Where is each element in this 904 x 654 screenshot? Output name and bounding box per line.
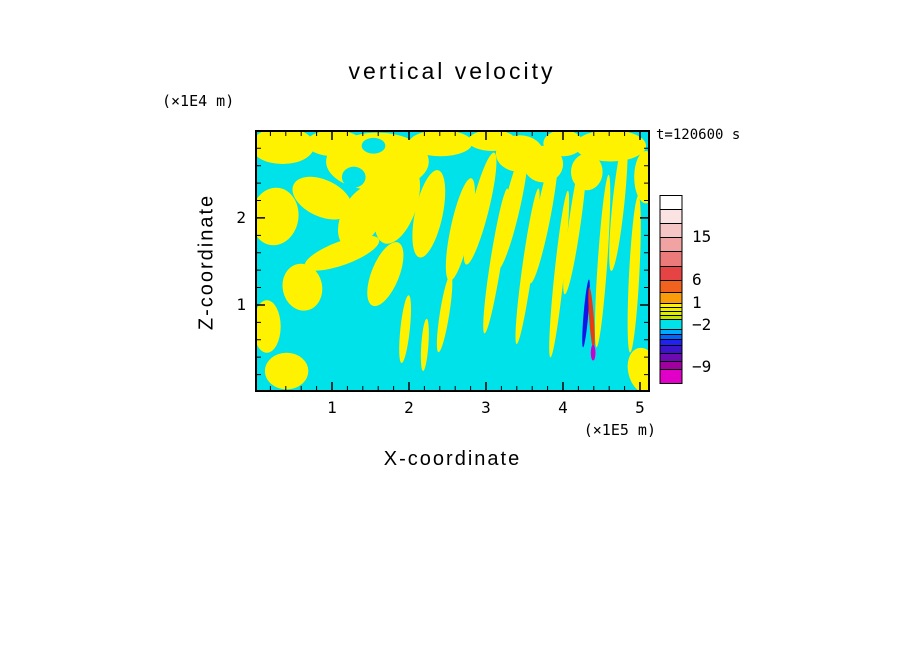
colorbar-segment (659, 266, 683, 281)
field-positive-shape (337, 184, 386, 248)
field-positive-shape (571, 153, 603, 191)
field-positive-shape (574, 130, 647, 162)
field-positive-shape (412, 170, 446, 258)
colorbar-segment (659, 311, 683, 316)
field-positive-shape (523, 145, 564, 183)
colorbar (659, 195, 683, 384)
colorbar-tick-label: −9 (692, 357, 712, 377)
field-positive-shape (634, 150, 650, 204)
field-anomaly-shape (361, 137, 386, 154)
colorbar-segment (659, 353, 683, 362)
colorbar-segment (659, 369, 683, 384)
field-shapes (255, 130, 650, 392)
field-positive-shape (282, 263, 323, 311)
colorbar-segment (659, 237, 683, 252)
major-ticks (256, 131, 649, 391)
field-positive-shape (292, 176, 352, 220)
colorbar-segment (659, 209, 683, 224)
colorbar-segment (659, 361, 683, 370)
x-tick-label: 1 (327, 398, 337, 417)
colorbar-segment (659, 345, 683, 354)
field-positive-shape (515, 188, 540, 345)
field-positive-shape (255, 300, 281, 353)
x-axis-title: X-coordinate (383, 448, 522, 470)
chart-title: vertical velocity (348, 58, 556, 84)
field-positive-shape (445, 178, 475, 281)
field-anomaly-shape (590, 344, 596, 361)
field-anomaly-shape (341, 166, 366, 188)
z-axis-title: Z-coordinate (195, 193, 218, 331)
colorbar-tick-label: −2 (692, 314, 712, 334)
z-tick-label: 1 (236, 294, 246, 314)
field-positive-shape (627, 195, 641, 353)
field-positive-shape (367, 242, 404, 307)
z-tick-label: 2 (236, 207, 246, 227)
contour-field-plot (255, 130, 650, 392)
colorbar-segment (659, 315, 683, 320)
colorbar-segment (659, 339, 683, 346)
field-positive-shape (255, 130, 315, 165)
time-annotation: t=120600 s (656, 127, 741, 143)
field-positive-shape (528, 149, 559, 284)
colorbar-segment (659, 251, 683, 267)
field-positive-shape (594, 174, 611, 348)
field-positive-shape (420, 318, 429, 371)
colorbar-segment (659, 303, 683, 308)
colorbar-tick-label: 1 (692, 292, 702, 312)
field-positive-shape (264, 352, 309, 390)
plot-frame (255, 130, 650, 392)
field-positive-shape (495, 147, 528, 270)
field-anomaly-shape (588, 287, 595, 351)
colorbar-segment (659, 280, 683, 293)
field-positive-shape (609, 135, 628, 272)
field-positive-shape (374, 163, 421, 244)
field-positive-shape (627, 347, 650, 392)
field-anomaly-shape (582, 279, 590, 348)
colorbar-segment (659, 319, 683, 330)
field-positive-shape (409, 130, 473, 157)
field-positive-shape (304, 235, 380, 271)
colorbar-segment (659, 334, 683, 340)
x-axis-units-label: (×1E5 m) (583, 421, 656, 439)
x-tick-label: 3 (481, 398, 491, 417)
field-positive-shape (399, 295, 412, 363)
field-positive-shape (549, 190, 570, 358)
field-positive-shape (255, 187, 299, 246)
y-axis-units-label: (×1E4 m) (162, 92, 235, 110)
x-tick-label: 5 (635, 398, 645, 417)
colorbar-tick-label: 15 (692, 226, 712, 246)
colorbar-segment (659, 292, 683, 304)
colorbar-segment (659, 223, 683, 238)
field-positive-shape (463, 152, 497, 265)
x-tick-label: 4 (558, 398, 568, 417)
colorbar-segment (659, 307, 683, 312)
colorbar-segment (659, 195, 683, 210)
colorbar-tick-label: 6 (692, 269, 702, 289)
field-positive-shape (436, 274, 453, 353)
x-tick-label: 2 (404, 398, 414, 417)
minor-ticks (256, 131, 649, 391)
colorbar-segment (659, 329, 683, 335)
